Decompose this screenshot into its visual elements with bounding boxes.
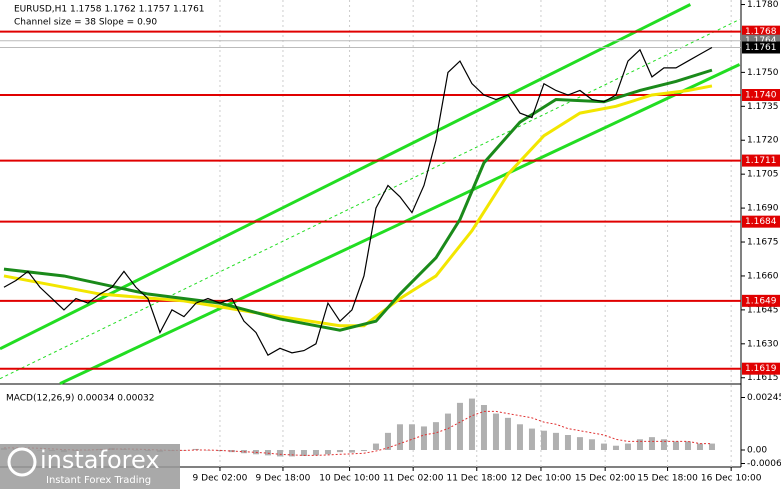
- macd-bar: [696, 443, 703, 450]
- macd-y-tick-label: 0.00: [747, 446, 767, 456]
- y-tick-label: 1.1645: [747, 305, 779, 315]
- y-tick-label: 1.1675: [747, 238, 779, 248]
- macd-bar: [492, 413, 499, 450]
- macd-y-tick-label: 0.00245: [747, 393, 781, 403]
- macd-bar: [708, 443, 715, 450]
- macd-bar: [552, 432, 559, 450]
- price-line: [3, 46, 713, 356]
- x-tick-label: 10 Dec 10:00: [319, 474, 380, 484]
- macd-label: MACD(12,26,9) 0.00034 0.00032: [6, 394, 155, 404]
- macd-bar: [360, 450, 367, 452]
- logo-name: instaforex: [40, 446, 160, 474]
- channel-middle: [0, 19, 740, 380]
- level-label: 1.1649: [745, 296, 777, 306]
- price-label: 1.1761: [745, 43, 777, 53]
- macd-signal: [3, 410, 712, 456]
- macd-bar: [384, 432, 391, 450]
- price-tag: [742, 41, 780, 54]
- macd-bar: [564, 435, 571, 450]
- macd-bar: [312, 450, 319, 456]
- macd-bar: [636, 439, 643, 450]
- y-tick-label: 1.1720: [747, 136, 779, 146]
- macd-bar: [372, 443, 379, 450]
- y-tick-label: 1.1780: [747, 0, 779, 10]
- y-tick-label: 1.1750: [747, 68, 779, 78]
- level-tag: [742, 89, 780, 101]
- macd-bar: [648, 437, 655, 450]
- level-tag: [742, 215, 780, 228]
- chart-header: EURUSD,H1 1.1758 1.1762 1.1757 1.1761: [14, 5, 205, 15]
- macd-bar: [276, 450, 283, 457]
- x-tick-label: 12 Dec 10:00: [511, 474, 572, 484]
- macd-bar: [600, 443, 607, 450]
- channel-upper: [0, 3, 692, 351]
- x-tick-label: 11 Dec 18:00: [446, 474, 507, 484]
- macd-bar: [528, 428, 535, 450]
- channel-lower: [59, 63, 741, 385]
- macd-bar: [480, 405, 487, 450]
- level-label: 1.1711: [745, 156, 777, 166]
- x-tick-label: 9 Dec 18:00: [256, 474, 311, 484]
- y-tick-label: 1.1615: [747, 373, 779, 383]
- y-tick-label: 1.1735: [747, 102, 779, 112]
- macd-bar: [504, 417, 511, 450]
- level-tag: [742, 362, 780, 375]
- macd-bar: [684, 441, 691, 450]
- macd-bar: [516, 424, 523, 450]
- y-tick-label: 1.1660: [747, 271, 779, 281]
- x-tick-label: 16 Dec 10:00: [701, 474, 762, 484]
- macd-bar: [576, 437, 583, 450]
- level-label: 1.1768: [745, 27, 777, 37]
- macd-bar: [672, 441, 679, 450]
- macd-bar: [540, 430, 547, 450]
- macd-bar: [624, 443, 631, 450]
- plot-layer: [0, 0, 741, 467]
- level-label: 1.1619: [745, 364, 777, 374]
- macd-bar: [300, 450, 307, 456]
- macd-bar: [444, 413, 451, 450]
- macd-bar: [192, 448, 199, 450]
- macd-bar: [432, 422, 439, 450]
- y-tick-label: 1.1705: [747, 170, 779, 180]
- macd-bar: [348, 450, 355, 453]
- level-tag: [742, 25, 780, 38]
- logo-tagline: Instant Forex Trading: [46, 475, 151, 486]
- macd-bar: [324, 450, 331, 455]
- macd-bar: [264, 450, 271, 456]
- y-tick-label: 1.1630: [747, 339, 779, 349]
- macd-bar: [396, 424, 403, 450]
- level-label: 1.1740: [745, 91, 777, 101]
- chart-subheader: Channel size = 38 Slope = 0.90: [14, 18, 157, 28]
- x-tick-label: 9 Dec 02:00: [193, 474, 248, 484]
- ma-green: [3, 68, 713, 332]
- macd-bar: [660, 439, 667, 450]
- macd-bar: [288, 450, 295, 457]
- ma-yellow: [3, 84, 713, 328]
- macd-bar: [336, 450, 343, 453]
- price-label: 1.1764: [745, 36, 777, 46]
- macd-bar: [408, 424, 415, 450]
- x-tick-label: 15 Dec 02:00: [575, 474, 636, 484]
- level-tag: [742, 154, 780, 167]
- x-tick-label: 11 Dec 02:00: [383, 474, 444, 484]
- macd-bar: [612, 445, 619, 450]
- level-label: 1.1684: [745, 217, 777, 227]
- macd-bar: [588, 439, 595, 450]
- logo-icon: [7, 447, 37, 477]
- x-tick-label: 15 Dec 18:00: [637, 474, 698, 484]
- macd-y-tick-label: -0.00063: [747, 459, 781, 469]
- macd-bar: [420, 426, 427, 450]
- y-tick-label: 1.1690: [747, 204, 779, 214]
- level-tag: [742, 294, 780, 307]
- macd-bar: [456, 402, 463, 450]
- macd-bar: [468, 398, 475, 450]
